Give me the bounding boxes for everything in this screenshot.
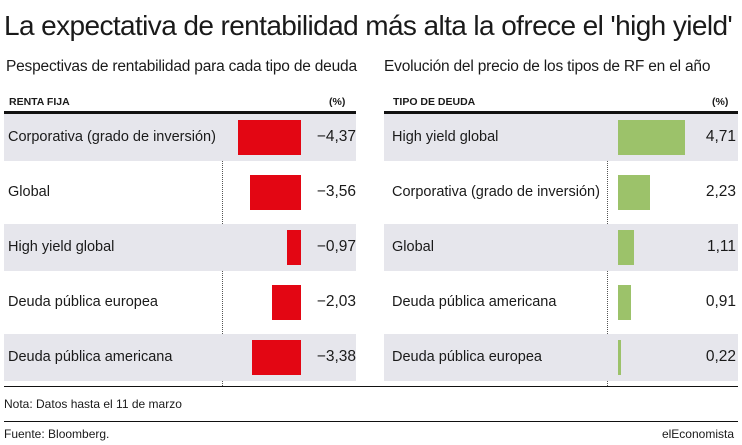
right-bar	[618, 230, 634, 265]
left-bar	[252, 340, 301, 375]
left-category-label: Deuda pública europea	[8, 294, 158, 310]
right-bar	[618, 120, 685, 155]
brand-logo: elEconomista	[661, 427, 734, 441]
left-category-label: Deuda pública americana	[8, 349, 173, 365]
left-category-label: Corporativa (grado de inversión)	[8, 129, 216, 145]
right-category-label: Global	[392, 239, 434, 255]
left-header-rule	[4, 111, 356, 114]
right-value-label: 4,71	[705, 128, 736, 145]
right-table-row	[384, 334, 738, 381]
right-category-label: Deuda pública americana	[392, 294, 557, 310]
right-value-label: 1,11	[706, 238, 736, 255]
left-bar	[249, 175, 301, 210]
right-category-label: High yield global	[392, 129, 499, 145]
left-bar	[271, 285, 301, 320]
right-bar	[618, 175, 650, 210]
chart-bottom-rule	[4, 386, 738, 387]
right-chart-title: Evolución del precio de los tipos de RF …	[384, 58, 711, 75]
right-bar	[618, 340, 622, 375]
right-value-label: 0,22	[705, 348, 736, 365]
left-value-label: −3,38	[316, 348, 356, 365]
left-value-label: −4,37	[316, 128, 356, 145]
right-bar	[618, 285, 631, 320]
source-credit: Fuente: Bloomberg.	[4, 427, 110, 441]
left-bar	[238, 120, 301, 155]
page-title: La expectativa de rentabilidad más alta …	[4, 10, 733, 41]
left-category-header: RENTA FIJA	[9, 96, 70, 108]
right-category-label: Deuda pública europea	[392, 349, 542, 365]
footnote: Nota: Datos hasta el 11 de marzo	[4, 397, 182, 411]
right-value-label: 2,23	[705, 183, 736, 200]
left-table-row	[4, 169, 356, 216]
right-header-rule	[384, 111, 738, 114]
footer-rule	[4, 421, 738, 422]
right-table-row	[384, 224, 738, 271]
left-chart-title: Pespectivas de rentabilidad para cada ti…	[6, 58, 357, 75]
left-value-label: −3,56	[316, 183, 356, 200]
left-category-label: High yield global	[8, 239, 115, 255]
left-unit-header: (%)	[329, 96, 346, 108]
right-unit-header: (%)	[712, 96, 729, 108]
right-value-label: 0,91	[705, 293, 736, 310]
right-category-label: Corporativa (grado de inversión)	[392, 184, 600, 200]
right-category-header: TIPO DE DEUDA	[393, 96, 476, 108]
left-bar	[287, 230, 301, 265]
left-value-label: −0,97	[316, 238, 356, 255]
left-value-label: −2,03	[316, 293, 356, 310]
left-category-label: Global	[8, 184, 50, 200]
